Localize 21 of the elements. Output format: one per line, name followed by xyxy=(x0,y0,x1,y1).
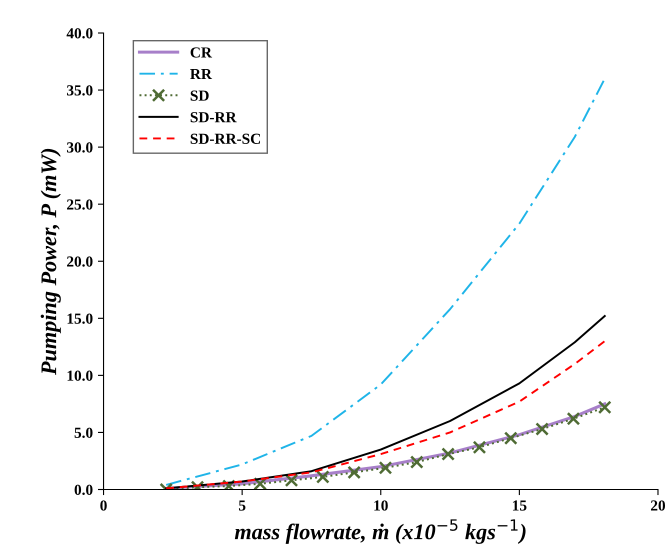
legend-label: SD-RR-SC xyxy=(190,134,260,144)
y-tick-label: 20.0 xyxy=(67,256,93,267)
y-tick-label: 25.0 xyxy=(67,199,93,210)
x-tick-label: 0 xyxy=(100,500,107,511)
y-tick-label: 40.0 xyxy=(66,28,93,39)
legend-label: SD xyxy=(190,90,209,101)
x-tick-label: 10 xyxy=(374,500,388,511)
legend-label: RR xyxy=(190,69,212,80)
y-tick-label: 0.0 xyxy=(74,484,93,496)
y-tick-label: 15.0 xyxy=(68,313,93,324)
legend-label: CR xyxy=(190,47,212,58)
y-tick-label: 30.0 xyxy=(66,142,93,153)
legend-label: SD-RR xyxy=(190,112,237,122)
x-tick-label: 5 xyxy=(238,500,246,511)
y-tick-label: 35.0 xyxy=(66,85,93,96)
y-tick-label: 5.0 xyxy=(74,428,93,438)
x-tick-label: 20 xyxy=(650,500,666,511)
x-axis-title: mass flowrate, ṁ (x10$^{−5}$ kgs$^{−1}$) xyxy=(234,519,526,544)
y-tick-label: 10.0 xyxy=(68,370,93,381)
x-tick-label: 15 xyxy=(512,500,526,511)
y-axis-title: Pumping Power, P (mW) xyxy=(40,148,61,376)
